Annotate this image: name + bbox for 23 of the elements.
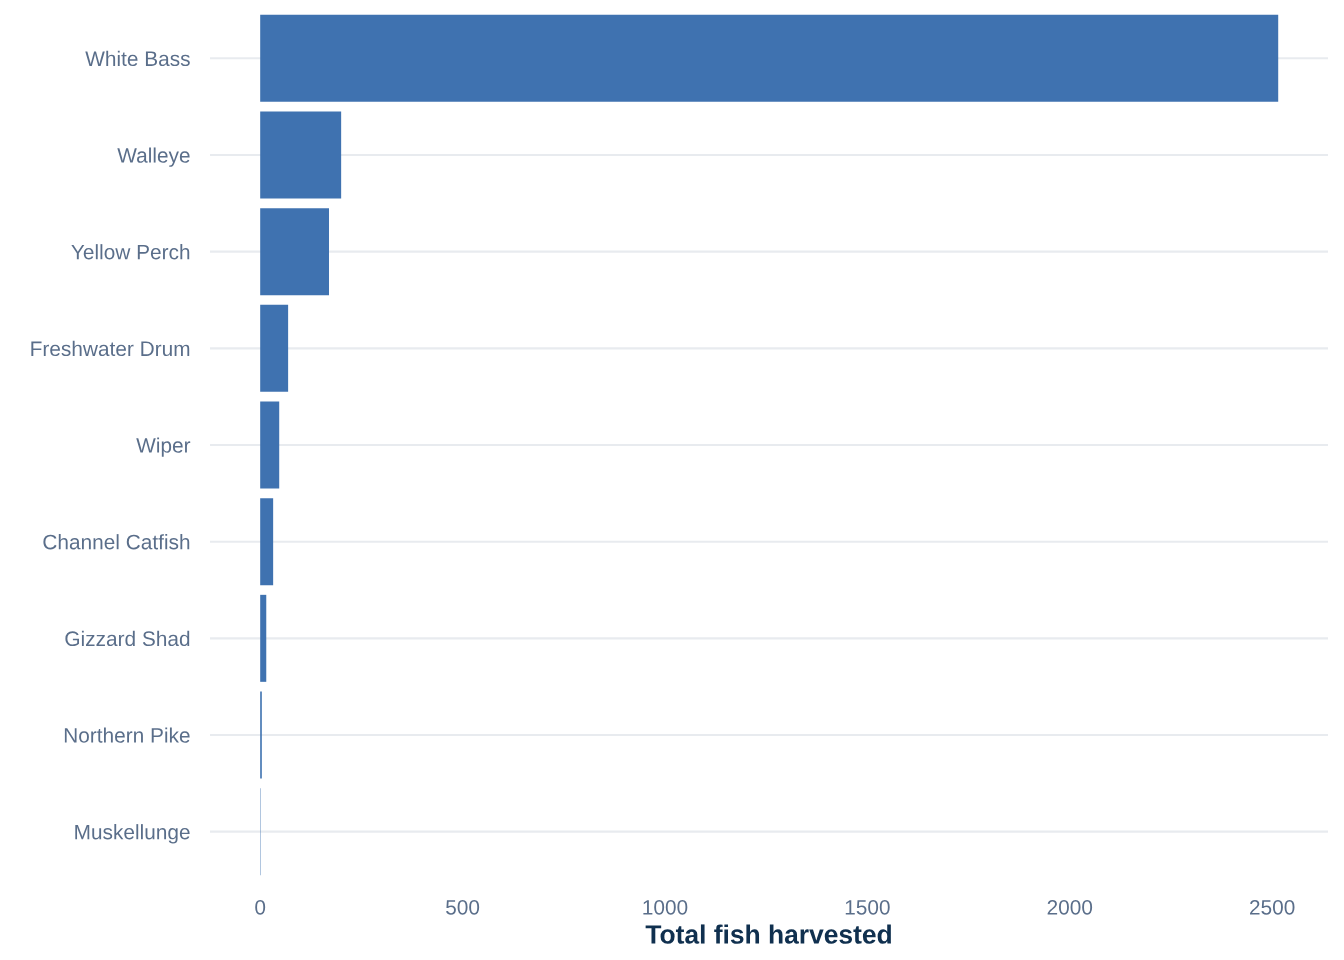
x-tick-label: 2000 bbox=[1047, 899, 1093, 915]
bar bbox=[260, 111, 342, 199]
x-tick-label: 500 bbox=[446, 899, 480, 915]
y-tick-label: Northern Pike bbox=[64, 727, 190, 743]
y-tick-label: Muskellunge bbox=[75, 824, 190, 844]
bar bbox=[260, 208, 330, 296]
y-tick-label: Gizzard Shad bbox=[65, 630, 190, 647]
y-tick-label: White Bass bbox=[85, 50, 190, 67]
x-tick-label: 1500 bbox=[845, 899, 890, 915]
bar bbox=[260, 594, 267, 682]
y-tick-label: Freshwater Drum bbox=[31, 340, 190, 357]
bar bbox=[260, 498, 274, 586]
x-tick-label: 0 bbox=[255, 899, 266, 915]
bar bbox=[260, 14, 1279, 102]
bar bbox=[260, 401, 280, 489]
y-tick-label: Channel Catfish bbox=[43, 534, 190, 550]
y-tick-label: Yellow Perch bbox=[71, 244, 190, 260]
y-tick-label: Walleye bbox=[117, 147, 190, 167]
bar bbox=[260, 304, 289, 392]
x-axis-title: Total fish harvested bbox=[645, 924, 891, 944]
x-tick-label: 1000 bbox=[643, 899, 688, 915]
y-tick-label: Wiper bbox=[136, 437, 191, 457]
x-tick-label: 2500 bbox=[1250, 899, 1295, 915]
